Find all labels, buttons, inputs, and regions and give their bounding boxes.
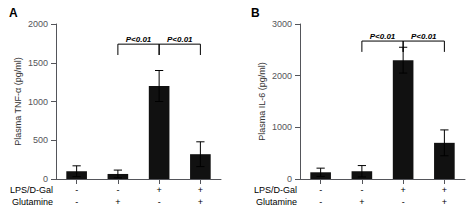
svg-text:-: - xyxy=(360,185,363,195)
svg-text:A: A xyxy=(9,6,18,20)
svg-text:LPS/D-Gal: LPS/D-Gal xyxy=(10,185,53,195)
svg-text:1000: 1000 xyxy=(272,122,292,132)
svg-text:+: + xyxy=(198,197,203,207)
svg-text:-: - xyxy=(402,197,405,207)
svg-text:+: + xyxy=(156,185,161,195)
svg-text:+: + xyxy=(442,197,447,207)
svg-text:B: B xyxy=(251,6,260,20)
svg-text:3000: 3000 xyxy=(272,19,292,29)
svg-text:500: 500 xyxy=(33,135,48,145)
svg-text:+: + xyxy=(359,197,364,207)
svg-text:P<0.01: P<0.01 xyxy=(126,35,152,44)
svg-text:0: 0 xyxy=(287,174,292,184)
svg-text:Plasma IL-6 (pg/ml): Plasma IL-6 (pg/ml) xyxy=(257,62,267,141)
svg-text:-: - xyxy=(319,185,322,195)
svg-text:-: - xyxy=(75,185,78,195)
svg-text:P<0.01: P<0.01 xyxy=(167,35,193,44)
svg-text:2000: 2000 xyxy=(28,19,48,29)
svg-text:+: + xyxy=(442,185,447,195)
svg-text:Glutamine: Glutamine xyxy=(256,197,297,207)
svg-text:0: 0 xyxy=(43,174,48,184)
svg-text:Glutamine: Glutamine xyxy=(12,197,53,207)
svg-text:-: - xyxy=(319,197,322,207)
svg-text:1000: 1000 xyxy=(28,97,48,107)
svg-text:P<0.01: P<0.01 xyxy=(411,32,437,41)
svg-text:-: - xyxy=(116,185,119,195)
svg-text:LPS/D-Gal: LPS/D-Gal xyxy=(254,185,297,195)
svg-text:Plasma TNF-α (pg/ml): Plasma TNF-α (pg/ml) xyxy=(13,57,23,146)
svg-text:P<0.01: P<0.01 xyxy=(370,32,396,41)
svg-text:1500: 1500 xyxy=(28,58,48,68)
svg-text:2000: 2000 xyxy=(272,71,292,81)
svg-text:+: + xyxy=(115,197,120,207)
svg-text:-: - xyxy=(75,197,78,207)
svg-text:-: - xyxy=(158,197,161,207)
svg-text:+: + xyxy=(198,185,203,195)
svg-text:+: + xyxy=(400,185,405,195)
